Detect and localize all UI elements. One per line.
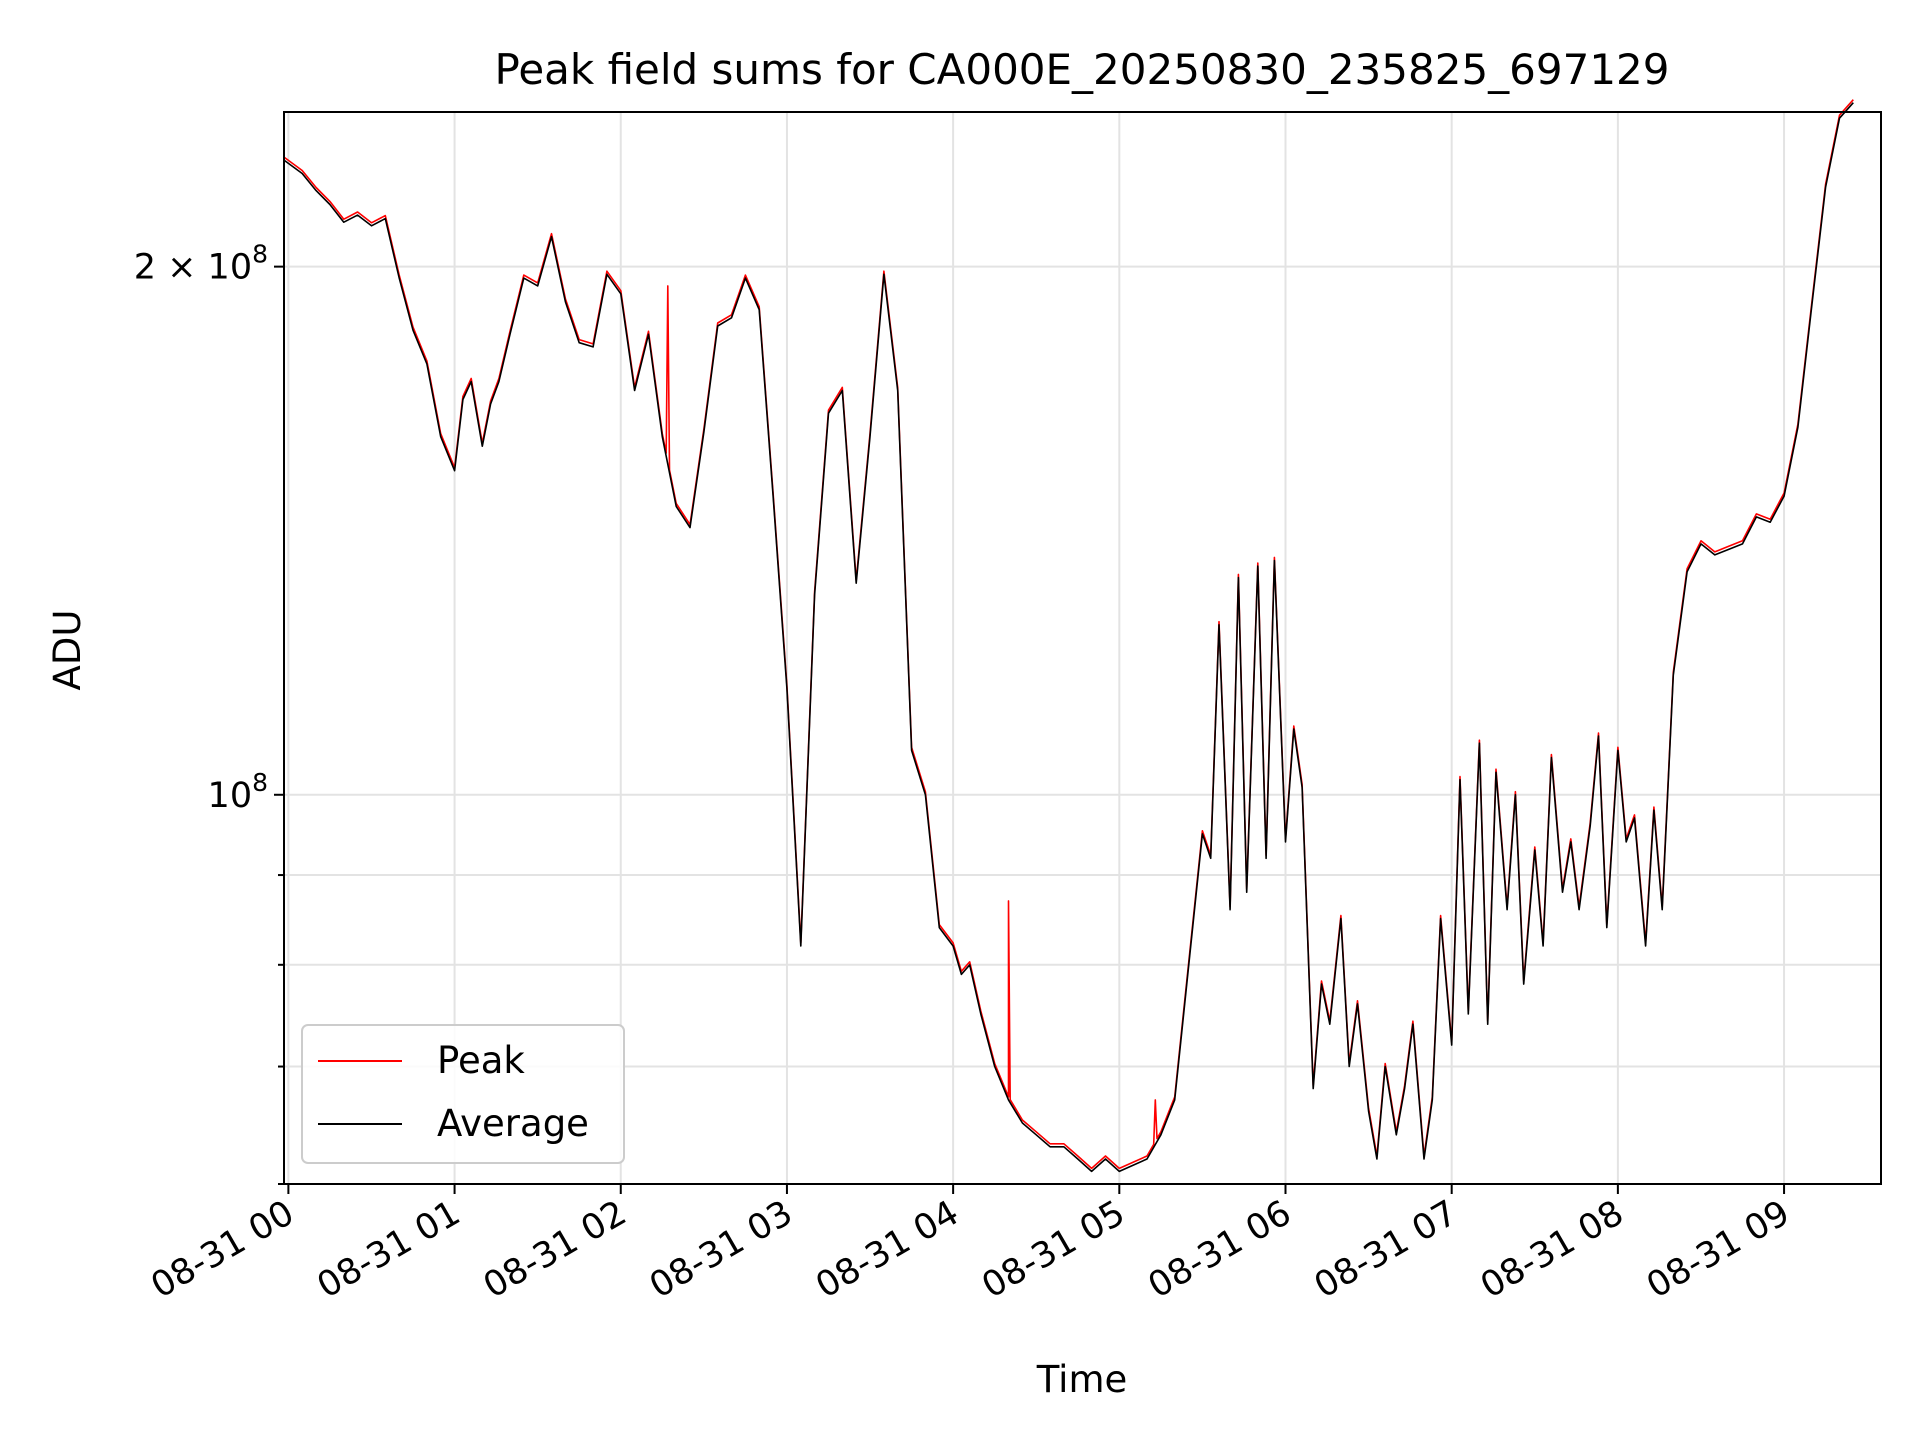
- series-layer: [283, 99, 1854, 1173]
- y-tick-label: 108: [208, 768, 268, 816]
- y-tick-label: 2 × 108: [134, 240, 268, 288]
- y-axis-label: ADU: [46, 610, 89, 691]
- plot-frame: [283, 111, 1882, 1185]
- legend: Peak Average: [301, 1024, 625, 1164]
- y-axis: 108 2 × 108: [134, 240, 284, 1185]
- series-line-average: [283, 102, 1854, 1173]
- legend-label-peak: Peak: [437, 1039, 525, 1082]
- x-axis-label: Time: [1036, 1358, 1128, 1401]
- legend-box: [301, 1024, 625, 1164]
- legend-label-average: Average: [437, 1102, 589, 1145]
- chart-title: Peak field sums for CA000E_20250830_2358…: [495, 45, 1670, 94]
